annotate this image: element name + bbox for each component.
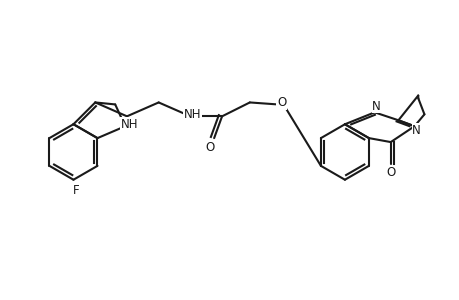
Text: F: F <box>73 184 79 197</box>
Text: NH: NH <box>183 108 201 121</box>
Text: O: O <box>205 140 214 154</box>
Text: NH: NH <box>120 118 138 131</box>
Text: N: N <box>411 124 420 137</box>
Text: N: N <box>371 100 380 113</box>
Text: O: O <box>385 166 395 179</box>
Text: O: O <box>276 96 285 109</box>
